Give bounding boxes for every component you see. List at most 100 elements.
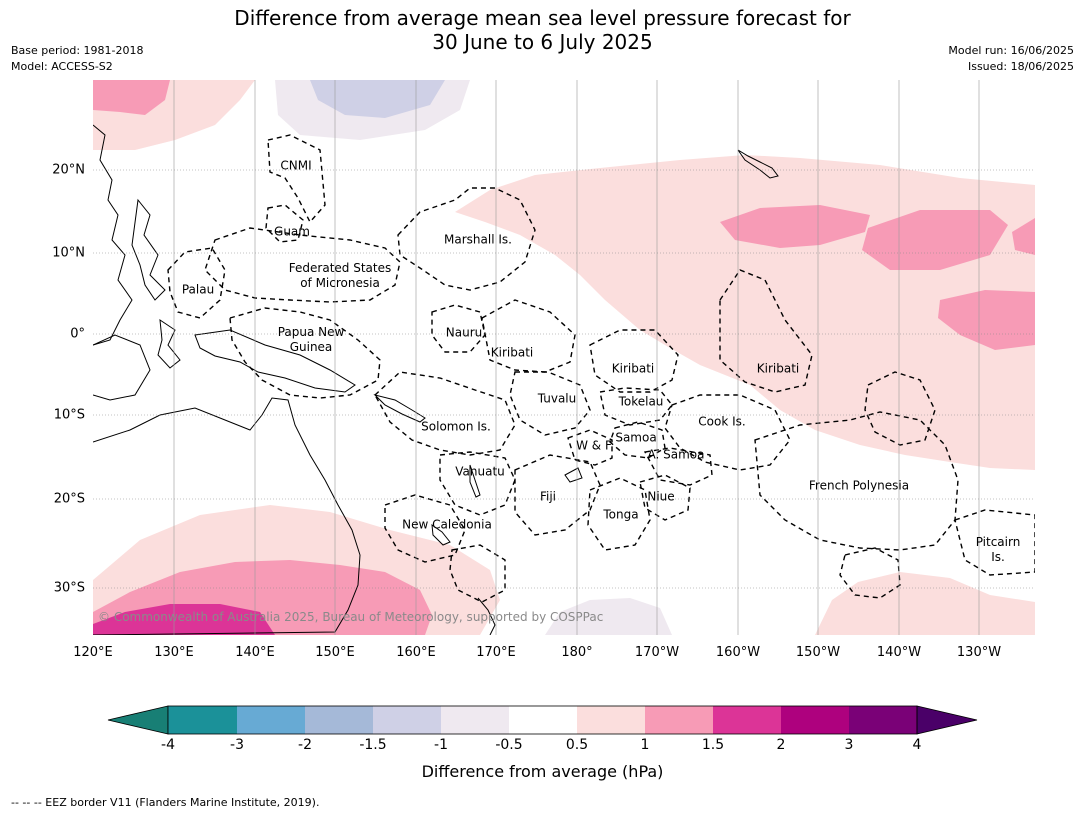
eez-cook xyxy=(664,394,791,471)
colorbar-tick-label: -1.5 xyxy=(359,737,387,753)
region-label-pitcairn: Pitcairn Is. xyxy=(976,535,1021,565)
issued-text: Issued: 18/06/2025 xyxy=(967,60,1074,73)
hawaii xyxy=(737,149,779,179)
colorbar-low-extension xyxy=(107,705,169,735)
meta-left: Base period: 1981-2018 Model: ACCESS-S2 xyxy=(11,43,143,75)
colorbar-tick-label: 1.5 xyxy=(701,737,725,753)
eez-footnote: -- -- -- EEZ border V11 (Flanders Marine… xyxy=(11,796,320,809)
eez-tonga xyxy=(587,477,651,551)
y-tick-label: 0° xyxy=(70,326,85,342)
region-label-fsm-line2: of Micronesia xyxy=(300,276,380,290)
y-tick-label: 10°S xyxy=(53,407,85,423)
anomaly-midpink-east-2 xyxy=(862,210,1008,270)
region-label-pitcairn-line2: Is. xyxy=(991,550,1005,564)
eez-wf xyxy=(567,429,613,466)
colorbar-bin-6 xyxy=(509,706,577,734)
eez-borders xyxy=(167,134,1035,603)
colorbar-bin-10 xyxy=(781,706,849,734)
colorbar-bin-9 xyxy=(713,706,781,734)
solomon-islands xyxy=(373,394,426,423)
colorbar-tick-label: 2 xyxy=(776,737,786,753)
australia xyxy=(93,397,361,635)
eez-pitcairn xyxy=(954,509,1035,576)
model-text: Model: ACCESS-S2 xyxy=(11,60,113,73)
latitude-gridlines xyxy=(93,169,1035,589)
region-label-pitcairn-line1: Pitcairn xyxy=(975,535,1021,549)
region-label-kiribati-central: Kiribati xyxy=(611,361,655,376)
colorbar-bin-11 xyxy=(849,706,917,734)
anomaly-midpink-east-3 xyxy=(1012,218,1035,255)
anomaly-magenta-southwest xyxy=(93,604,275,635)
new-caledonia-island xyxy=(431,523,451,546)
y-tick-label: 20°N xyxy=(52,162,85,178)
colorbar-label: Difference from average (hPa) xyxy=(421,762,664,781)
colorbar-bin-5 xyxy=(441,706,509,734)
region-label-fiji: Fiji xyxy=(539,489,557,504)
colorbar-tick-label: 3 xyxy=(844,737,854,753)
region-label-png-line1: Papua New xyxy=(277,325,345,339)
eez-norfolk xyxy=(449,544,506,603)
colorbar-bin-7 xyxy=(577,706,645,734)
asia-coast xyxy=(93,124,133,346)
region-label-cnmi: CNMI xyxy=(280,158,312,173)
region-label-wf: W & F xyxy=(576,438,612,453)
anomaly-midpink-east-4 xyxy=(938,290,1035,350)
eez-guam xyxy=(265,204,304,243)
longitude-gridlines xyxy=(173,80,980,635)
new-guinea xyxy=(194,329,356,393)
eez-kiribati-west xyxy=(481,299,576,373)
meta-right: Model run: 16/06/2025 Issued: 18/06/2025 xyxy=(948,43,1074,75)
eez-pitcairn-south xyxy=(839,547,901,599)
eez-png xyxy=(229,307,381,399)
region-label-asamoa: A. Samoa xyxy=(647,447,705,462)
colorbar-tick-label: -4 xyxy=(161,737,175,753)
region-label-guam: Guam xyxy=(274,224,310,239)
colorbar-tick-label: -3 xyxy=(230,737,244,753)
colorbar-bin-3 xyxy=(305,706,373,734)
region-label-nauru: Nauru xyxy=(445,325,483,340)
anomaly-lavender-north xyxy=(310,80,445,118)
colorbar-tick-label: -0.5 xyxy=(495,737,523,753)
eez-tokelau xyxy=(599,387,673,426)
vanuatu-islands xyxy=(469,464,481,498)
region-label-tokelau: Tokelau xyxy=(618,394,664,409)
eez-vanuatu xyxy=(439,451,516,516)
x-tick-label: 170°E xyxy=(476,645,516,660)
title-line-1: Difference from average mean sea level p… xyxy=(234,6,851,30)
colorbar-tick-label: -2 xyxy=(298,737,312,753)
region-label-samoa: Samoa xyxy=(615,430,657,445)
x-tick-label: 150°W xyxy=(795,645,841,660)
eez-samoa xyxy=(609,421,666,459)
region-label-palau: Palau xyxy=(181,282,215,297)
region-label-solomon: Solomon Is. xyxy=(421,419,491,434)
y-tick-label: 10°N xyxy=(52,245,85,261)
x-tick-label: 130°E xyxy=(154,645,194,660)
x-tick-label: 160°W xyxy=(715,645,761,660)
x-tick-label: 180° xyxy=(561,645,593,660)
colorbar-bin-1 xyxy=(168,706,237,734)
x-tick-label: 140°W xyxy=(876,645,922,660)
region-label-niue: Niue xyxy=(647,489,675,504)
colorbar-tick-label: 0.5 xyxy=(565,737,589,753)
eez-marshall xyxy=(397,187,536,291)
eez-kiribati-east xyxy=(719,269,813,393)
eez-niue xyxy=(639,474,691,521)
colorbar-high-extension xyxy=(916,705,978,735)
x-tick-label: 170°W xyxy=(634,645,680,660)
colorbar-bin-8 xyxy=(645,706,713,734)
copyright-notice: © Commonwealth of Australia 2025, Bureau… xyxy=(98,610,604,624)
model-run-text: Model run: 16/06/2025 xyxy=(948,44,1074,57)
region-label-cook: Cook Is. xyxy=(698,414,746,429)
colorbar-bin-2 xyxy=(237,706,305,734)
borneo xyxy=(93,334,151,401)
eez-nauru xyxy=(431,304,486,353)
chart-title: Difference from average mean sea level p… xyxy=(0,6,1085,54)
eez-tuvalu xyxy=(509,371,591,436)
colorbar-outline xyxy=(167,705,918,735)
eez-solomon xyxy=(374,371,516,456)
region-label-fsm: Federated States of Micronesia xyxy=(289,261,391,291)
philippines xyxy=(131,198,166,301)
region-label-marshall: Marshall Is. xyxy=(444,232,512,247)
x-tick-label: 150°E xyxy=(315,645,355,660)
y-tick-label: 20°S xyxy=(53,491,85,507)
